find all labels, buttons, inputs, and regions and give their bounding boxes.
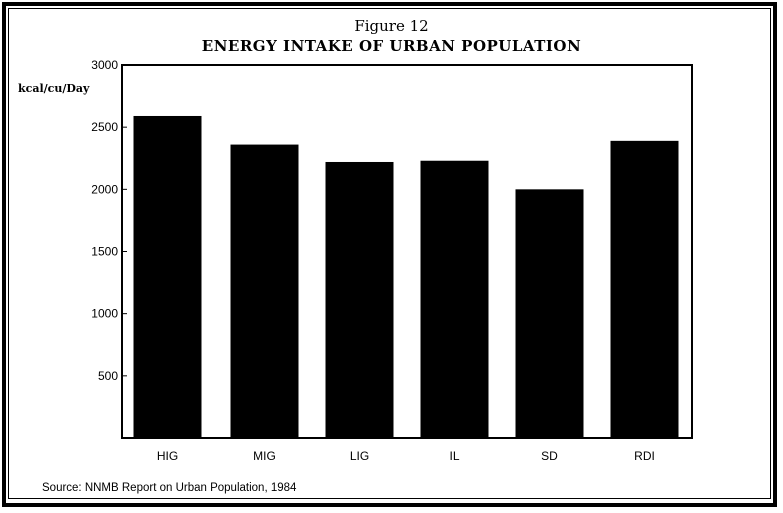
x-tick-label-mig: MIG: [253, 449, 276, 463]
x-tick-label-lig: LIG: [350, 449, 369, 463]
bar-sd: [515, 189, 584, 438]
axes-group: [121, 64, 693, 439]
bar-rdi: [610, 140, 679, 439]
y-tick-label-3000: 3000: [91, 58, 118, 72]
x-tick-label-il: IL: [449, 449, 459, 463]
y-ticks-group: 500 1000 1500 2000 2500 3000: [91, 58, 127, 383]
y-axis-unit-label: kcal/cu/Day: [18, 82, 90, 95]
outer-frame: [2, 2, 777, 507]
y-tick-label-2500: 2500: [91, 120, 118, 134]
figure-number: Figure 12: [354, 17, 429, 35]
inner-frame: [8, 8, 771, 499]
y-tick-label-500: 500: [98, 369, 118, 383]
y-tick-label-2000: 2000: [91, 182, 118, 196]
chart-title: ENERGY INTAKE OF URBAN POPULATION: [201, 37, 582, 55]
y-tick-label-1000: 1000: [91, 307, 118, 321]
bar-mig: [230, 144, 299, 438]
plot-area-border: [121, 64, 693, 439]
x-tick-label-hig: HIG: [157, 449, 178, 463]
bar-hig: [133, 115, 202, 438]
bars-group: [133, 115, 679, 439]
x-tick-label-sd: SD: [541, 449, 558, 463]
source-note: Source: NNMB Report on Urban Population,…: [42, 482, 297, 494]
x-labels-group: HIG MIG LIG IL SD RDI: [157, 449, 655, 463]
y-tick-label-1500: 1500: [91, 245, 118, 259]
x-tick-label-rdi: RDI: [634, 449, 655, 463]
bar-il: [420, 160, 489, 438]
bar-lig: [325, 161, 394, 439]
